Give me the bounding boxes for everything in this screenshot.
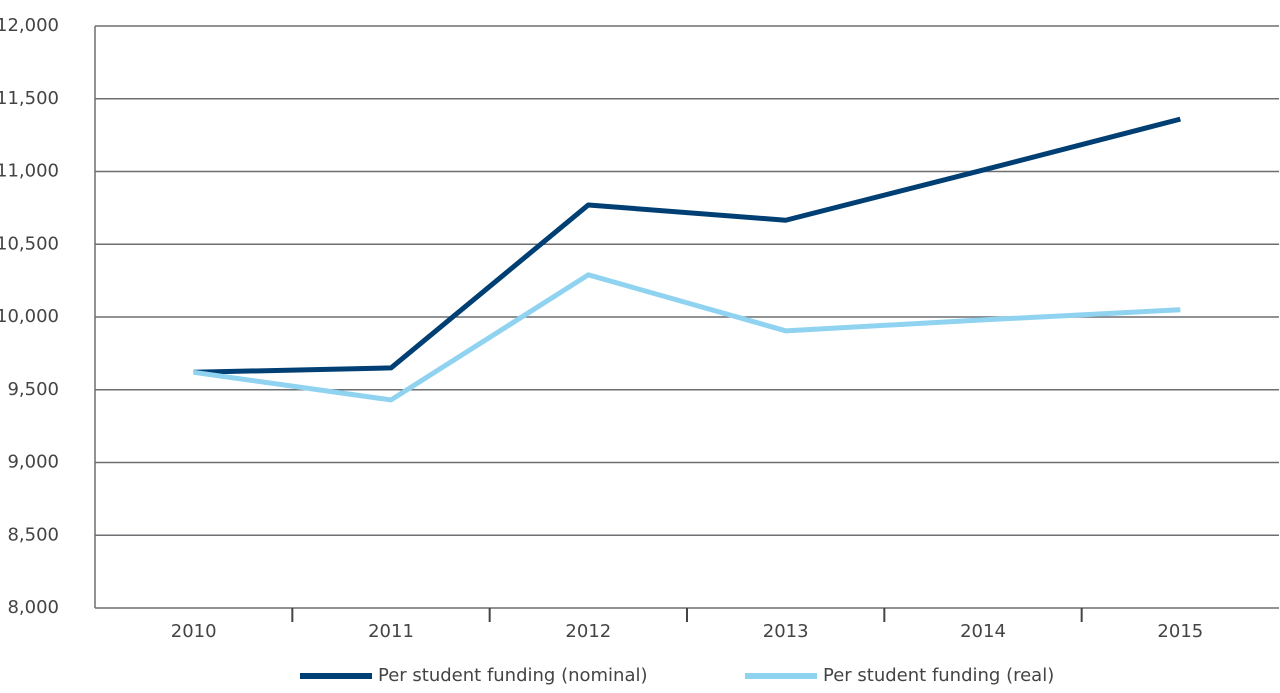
y-tick-label: 10,000 [0, 306, 59, 327]
x-tick-label: 2012 [565, 621, 611, 642]
y-tick-label: 11,000 [0, 161, 59, 182]
x-tick-label: 2011 [368, 621, 414, 642]
legend-label: Per student funding (real) [823, 665, 1054, 686]
series-line [193, 116, 1181, 375]
legend-label: Per student funding (nominal) [378, 665, 648, 686]
series-line [193, 272, 1181, 403]
y-tick-label: 8,000 [7, 597, 59, 618]
y-tick-label: 9,000 [7, 452, 59, 473]
y-tick-label: 12,000 [0, 15, 59, 36]
y-tick-label: 10,500 [0, 233, 59, 254]
y-tick-label: 11,500 [0, 88, 59, 109]
x-tick-label: 2014 [960, 621, 1006, 642]
y-tick-label: 8,500 [7, 524, 59, 545]
y-tick-label: 9,500 [7, 379, 59, 400]
x-tick-label: 2015 [1157, 621, 1203, 642]
x-tick-label: 2010 [171, 621, 217, 642]
x-tick-label: 2013 [763, 621, 809, 642]
